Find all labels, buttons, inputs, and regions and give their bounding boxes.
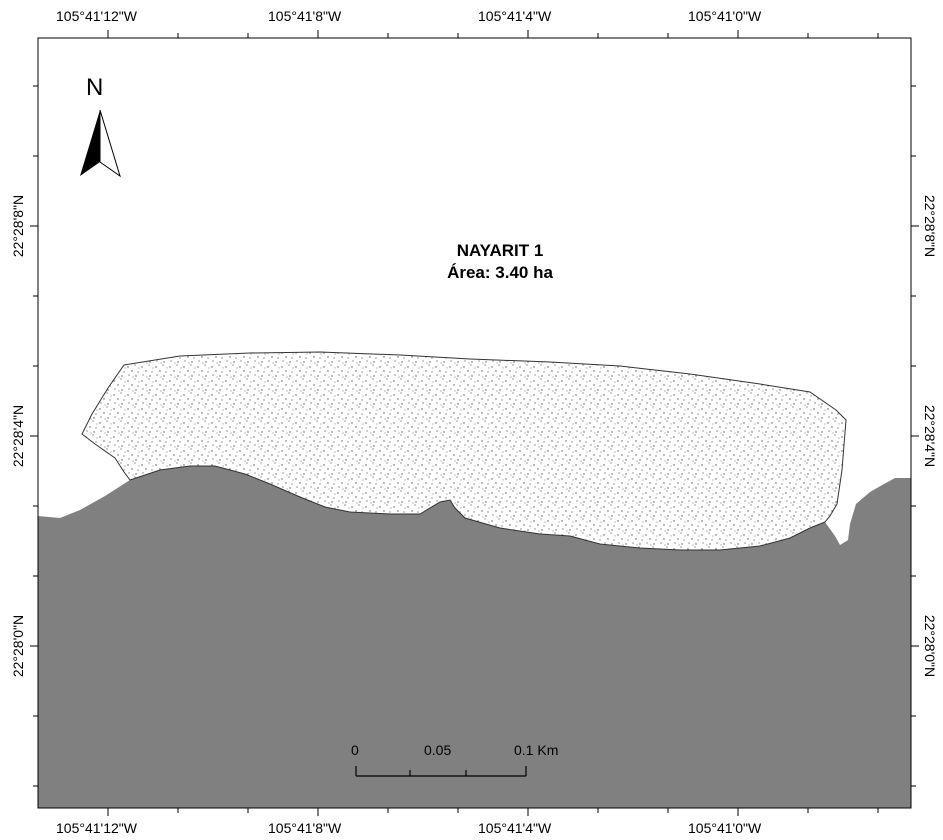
longitude-label-bottom: 105°41'12"W xyxy=(56,820,137,836)
longitude-label-top: 105°41'12"W xyxy=(56,8,137,24)
latitude-label-left: 22°28'4"N xyxy=(10,404,26,468)
longitude-label-bottom: 105°41'4"W xyxy=(478,820,552,836)
area-label: Área: 3.40 ha xyxy=(447,263,553,282)
latitude-label-right: 22°28'8"N xyxy=(922,194,938,258)
longitude-label-top: 105°41'0"W xyxy=(688,8,762,24)
longitude-label-bottom: 105°41'0"W xyxy=(688,820,762,836)
map-title-block: NAYARIT 1 Área: 3.40 ha xyxy=(380,240,620,284)
scale-label: 0.1 Km xyxy=(514,742,559,758)
longitude-label-top: 105°41'8"W xyxy=(268,8,342,24)
latitude-label-right: 22°28'4"N xyxy=(922,404,938,468)
latitude-label-left: 22°28'8"N xyxy=(10,194,26,258)
longitude-label-top: 105°41'4"W xyxy=(478,8,552,24)
longitude-label-bottom: 105°41'8"W xyxy=(268,820,342,836)
scale-bar xyxy=(355,766,527,777)
latitude-label-left: 22°28'0"N xyxy=(10,614,26,678)
north-label: N xyxy=(86,74,104,101)
nayarit-1-polygon xyxy=(81,351,847,551)
scale-label: 0.05 xyxy=(424,742,452,758)
latitude-label-right: 22°28'0"N xyxy=(922,614,938,678)
scale-label: 0 xyxy=(351,742,359,758)
land-area xyxy=(38,466,911,808)
map-frame xyxy=(37,37,912,809)
map-title: NAYARIT 1 xyxy=(456,241,544,260)
north-arrow-icon xyxy=(80,109,121,178)
